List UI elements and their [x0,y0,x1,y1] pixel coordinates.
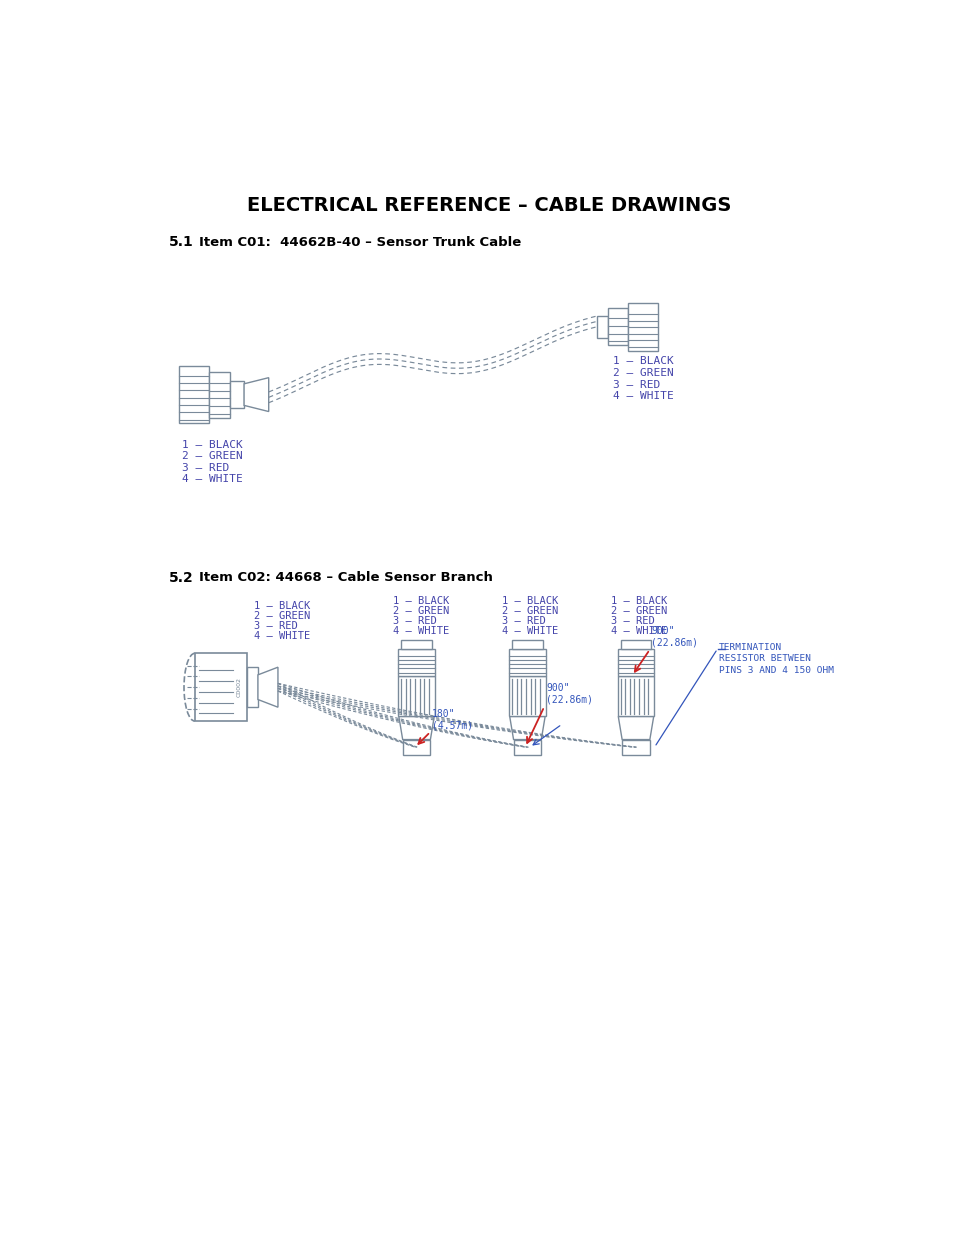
Bar [621,740,649,755]
Bar [620,640,651,648]
Polygon shape [257,667,277,708]
Bar [209,372,230,417]
Bar [397,677,435,716]
Polygon shape [244,378,269,411]
Text: 2 – GREEN: 2 – GREEN [253,611,310,621]
Bar [508,677,545,716]
Bar [617,648,654,677]
Bar [508,648,545,677]
Polygon shape [398,716,434,740]
Text: 180"
(4.57m): 180" (4.57m) [432,709,473,730]
Text: 3 – RED: 3 – RED [611,616,655,626]
Bar [179,366,209,424]
Text: 3 – RED: 3 – RED [181,463,229,473]
Bar [597,316,608,337]
Bar [617,677,654,716]
Text: 1 – BLACK: 1 – BLACK [612,357,673,367]
Text: 4 – WHITE: 4 – WHITE [612,391,673,401]
Text: 5.1: 5.1 [170,235,193,249]
Text: Item C02: 44668 – Cable Sensor Branch: Item C02: 44668 – Cable Sensor Branch [198,572,492,584]
Text: TERMINATION
RESISTOR BETWEEN
PINS 3 AND 4 150 OHM: TERMINATION RESISTOR BETWEEN PINS 3 AND … [719,642,833,676]
Text: 2 – GREEN: 2 – GREEN [611,606,667,616]
Bar [397,648,435,677]
Text: Item C01:  44662B-40 – Sensor Trunk Cable: Item C01: 44662B-40 – Sensor Trunk Cable [198,236,520,248]
Polygon shape [509,716,544,740]
Text: 2 – GREEN: 2 – GREEN [181,451,242,461]
Bar [628,303,657,351]
Text: 900"
(22.86m): 900" (22.86m) [651,626,698,647]
Text: 1 – BLACK: 1 – BLACK [253,601,310,611]
Polygon shape [618,716,653,740]
Text: 4 – WHITE: 4 – WHITE [393,626,449,636]
Bar [402,740,430,755]
Text: 4 – WHITE: 4 – WHITE [611,626,667,636]
Text: 1 – BLACK: 1 – BLACK [501,597,558,606]
Text: ELECTRICAL REFERENCE – CABLE DRAWINGS: ELECTRICAL REFERENCE – CABLE DRAWINGS [247,196,730,215]
Bar [513,740,540,755]
Text: 3 – RED: 3 – RED [612,379,659,389]
Text: 2 – GREEN: 2 – GREEN [612,368,673,378]
Text: 3 – RED: 3 – RED [253,621,297,631]
Text: 4 – WHITE: 4 – WHITE [253,631,310,641]
Text: 5.2: 5.2 [170,571,193,585]
Text: 1 – BLACK: 1 – BLACK [393,597,449,606]
Bar [247,667,257,708]
Bar [400,640,432,648]
Bar [608,309,628,346]
Bar [194,653,247,721]
Text: 2 – GREEN: 2 – GREEN [501,606,558,616]
Text: 2 – GREEN: 2 – GREEN [393,606,449,616]
Text: 4 – WHITE: 4 – WHITE [181,474,242,484]
Bar [230,380,244,409]
Text: 900"
(22.86m): 900" (22.86m) [545,683,592,705]
Text: 1 – BLACK: 1 – BLACK [181,440,242,450]
Text: 4 – WHITE: 4 – WHITE [501,626,558,636]
Bar [512,640,542,648]
Text: 1 – BLACK: 1 – BLACK [611,597,667,606]
Text: 3 – RED: 3 – RED [501,616,545,626]
Text: 3 – RED: 3 – RED [393,616,436,626]
Text: C0002: C0002 [236,677,242,698]
